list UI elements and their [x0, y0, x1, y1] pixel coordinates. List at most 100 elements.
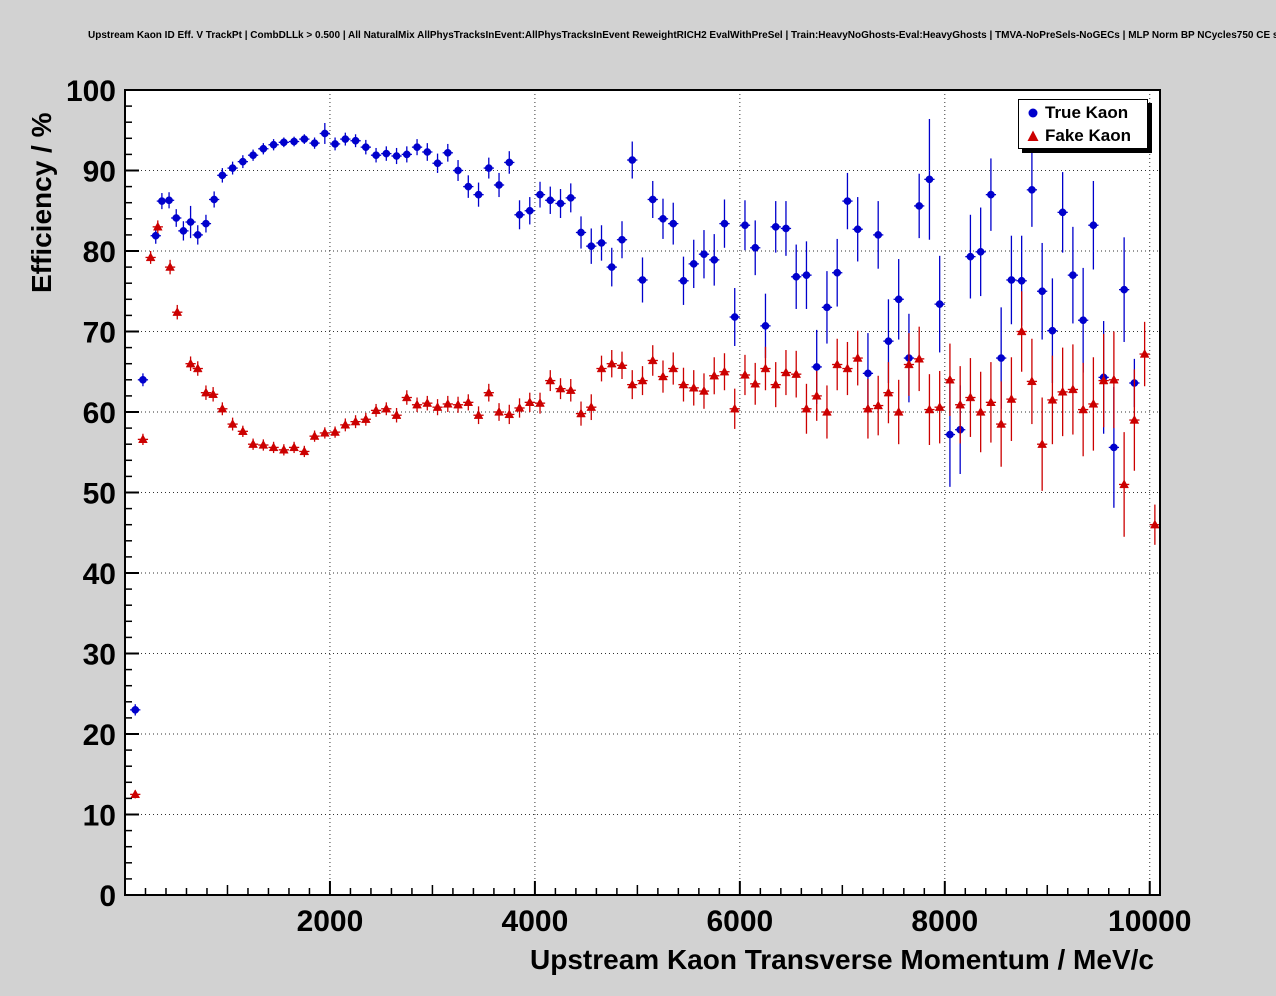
data-point — [340, 419, 351, 429]
data-point — [300, 135, 309, 143]
data-point — [689, 260, 698, 268]
y-tick-label: 100 — [66, 75, 116, 108]
data-point — [751, 243, 760, 252]
data-point — [172, 307, 183, 316]
data-point — [555, 383, 566, 393]
x-tick-label: 6000 — [706, 905, 773, 938]
data-point — [637, 375, 648, 385]
data-point — [987, 190, 995, 199]
y-tick-label: 0 — [99, 880, 116, 913]
data-point — [341, 135, 350, 143]
data-point — [525, 206, 534, 215]
data-point — [729, 403, 740, 413]
data-point — [432, 402, 443, 411]
data-point — [668, 363, 679, 373]
data-point — [454, 166, 462, 175]
data-point — [279, 138, 288, 147]
data-point — [730, 313, 739, 321]
data-point — [1110, 443, 1118, 452]
data-point — [965, 392, 976, 402]
data-point — [1078, 404, 1088, 414]
data-point — [628, 156, 637, 164]
data-point — [268, 442, 279, 452]
data-point — [627, 379, 638, 389]
data-point — [925, 175, 934, 184]
data-point — [494, 406, 504, 416]
data-point — [976, 247, 985, 256]
data-point — [720, 219, 729, 228]
data-point — [391, 410, 402, 419]
data-point — [145, 252, 156, 262]
y-tick-label: 20 — [83, 719, 116, 752]
data-point — [290, 137, 298, 146]
data-point — [158, 197, 166, 205]
data-point — [422, 398, 433, 407]
data-point — [1129, 414, 1140, 424]
data-point — [700, 250, 708, 259]
data-point — [946, 430, 954, 439]
data-point — [423, 148, 432, 156]
data-point — [1098, 375, 1109, 385]
data-point — [1120, 285, 1128, 294]
plot-title: Upstream Kaon ID Eff. V TrackPt | CombDL… — [88, 30, 1276, 41]
data-point — [792, 272, 801, 281]
data-point — [966, 252, 975, 261]
data-point — [1007, 276, 1016, 284]
data-point — [474, 190, 483, 199]
data-point — [1057, 386, 1068, 396]
data-point — [832, 359, 843, 369]
data-point — [955, 399, 965, 409]
data-point — [1119, 479, 1129, 489]
data-point — [1058, 208, 1067, 217]
data-point — [699, 385, 709, 395]
x-tick-label: 2000 — [297, 905, 364, 938]
x-tick-label: 4000 — [502, 905, 569, 938]
data-point — [770, 379, 781, 389]
data-point — [688, 382, 699, 392]
data-point — [495, 181, 503, 189]
data-point — [514, 402, 525, 412]
data-point — [505, 158, 514, 167]
data-point — [192, 363, 203, 373]
axis-ticks — [125, 89, 1151, 896]
data-point — [130, 789, 141, 799]
data-point — [669, 219, 678, 228]
y-tick-label: 50 — [83, 478, 116, 511]
y-tick-label: 70 — [83, 317, 116, 350]
data-point — [442, 398, 453, 408]
data-point — [606, 358, 617, 368]
data-point — [750, 378, 761, 388]
data-point — [607, 263, 616, 271]
x-tick-labels: 2000 4000 6000 8000 10000 — [297, 905, 1192, 938]
data-point — [228, 164, 237, 172]
data-point — [1037, 439, 1047, 448]
x-tick-label: 8000 — [911, 905, 978, 938]
data-point — [453, 399, 463, 409]
data-point — [597, 239, 606, 247]
data-point — [853, 225, 862, 234]
data-point — [515, 210, 524, 219]
triangle-marker-icon — [1027, 130, 1039, 141]
data-point — [1139, 348, 1150, 358]
data-point — [138, 434, 148, 444]
data-point — [893, 406, 904, 416]
data-point — [238, 426, 248, 435]
data-point — [791, 369, 802, 378]
series-fake-kaon — [130, 220, 1160, 799]
data-point — [678, 379, 689, 389]
data-point — [1006, 394, 1017, 403]
data-point — [659, 214, 667, 223]
x-tick-label: 10000 — [1108, 905, 1191, 938]
data-point — [1079, 316, 1087, 325]
data-point — [874, 231, 883, 239]
data-point — [863, 403, 873, 413]
data-point — [975, 406, 986, 416]
data-point — [401, 392, 412, 402]
data-point — [361, 143, 370, 152]
data-point — [945, 374, 955, 384]
data-point — [852, 352, 863, 362]
y-tick-label: 30 — [83, 639, 116, 672]
data-point — [248, 439, 258, 448]
data-point — [1150, 519, 1160, 529]
data-point — [577, 228, 585, 237]
